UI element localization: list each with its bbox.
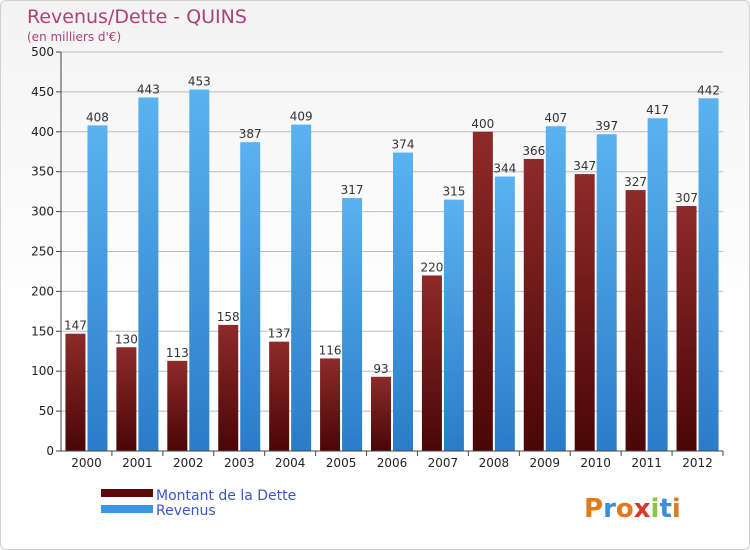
revenus-bar-value-label: 317 (341, 183, 364, 197)
logo-letter: P (584, 494, 603, 524)
revenus-bar (393, 152, 413, 451)
revenus-bar-value-label: 453 (188, 75, 211, 89)
debt-bar (523, 158, 544, 451)
x-tick-label: 2011 (631, 456, 662, 470)
logo-letter: x (634, 494, 651, 524)
debt-bar-value-label: 158 (217, 310, 240, 324)
revenus-bar (545, 126, 566, 452)
revenus-bar-value-label: 442 (697, 83, 720, 97)
bars: 147 408 130 443 113 453 158 387 137 409 116 317 93 37… (64, 75, 720, 452)
proxiti-logo: Proxiti (584, 494, 681, 524)
x-tick-label: 2004 (275, 456, 306, 470)
y-tick-label: 250 (31, 245, 54, 259)
debt-bar-value-label: 307 (675, 191, 698, 205)
debt-bar-value-label: 147 (64, 319, 87, 333)
debt-bar-value-label: 400 (471, 117, 494, 131)
revenus-bar-value-label: 374 (392, 138, 415, 152)
legend-swatch-revenus (101, 505, 153, 513)
debt-bar-value-label: 113 (166, 346, 189, 360)
debt-bar (371, 376, 391, 451)
revenus-bar-value-label: 443 (137, 82, 160, 96)
revenus-bar-value-label: 397 (595, 119, 618, 133)
chart-subtitle: (en milliers d'€) (27, 30, 121, 44)
debt-bar-value-label: 220 (420, 260, 443, 274)
debt-bar (269, 341, 290, 451)
revenus-bar (138, 97, 159, 452)
debt-bar (218, 324, 239, 451)
x-tick-label: 2002 (173, 456, 204, 470)
debt-bar (320, 358, 341, 451)
logo-letter: t (659, 494, 671, 524)
revenus-bar (342, 198, 363, 451)
y-tick-label: 150 (31, 324, 54, 338)
debt-bar-value-label: 327 (624, 175, 647, 189)
revenus-bar-value-label: 417 (646, 103, 669, 117)
debt-bar (625, 190, 646, 451)
revenus-bar (698, 98, 719, 451)
revenus-bar (291, 124, 312, 452)
debt-bar-value-label: 347 (573, 159, 596, 173)
debt-bar (472, 131, 493, 452)
legend-label-debt: Montant de la Dette (156, 488, 296, 504)
debt-bar-value-label: 116 (319, 343, 342, 357)
debt-bar (676, 206, 697, 451)
y-tick-label: 50 (39, 404, 54, 418)
debt-bar (167, 360, 188, 451)
y-tick-label: 350 (31, 165, 54, 179)
x-tick-label: 2003 (224, 456, 255, 470)
x-tick-label: 2008 (479, 456, 510, 470)
revenus-bar-value-label: 409 (290, 110, 313, 124)
debt-bar (574, 174, 595, 451)
x-tick-label: 2012 (682, 456, 713, 470)
debt-bar (116, 347, 137, 451)
logo-letter: o (616, 494, 634, 524)
x-tick-label: 2009 (529, 456, 560, 470)
debt-bar-value-label: 366 (522, 144, 545, 158)
y-tick-label: 400 (31, 125, 54, 139)
x-tick-label: 2005 (326, 456, 357, 470)
revenus-bar (443, 199, 464, 451)
x-tick-label: 2010 (580, 456, 611, 470)
x-tick-label: 2007 (428, 456, 459, 470)
chart-title: Revenus/Dette - QUINS (27, 6, 247, 28)
revenus-bar-value-label: 387 (239, 127, 262, 141)
revenus-bar (494, 176, 515, 451)
revenus-bar (647, 118, 668, 451)
axes: 0 50 100 150 200 250 300 350 400 450 500 2000 2001 20… (31, 45, 724, 470)
revenus-bar (87, 125, 108, 451)
debt-bar (65, 333, 86, 451)
legend-swatch-debt (101, 489, 153, 497)
y-tick-label: 300 (31, 205, 54, 219)
revenus-bar (596, 134, 617, 451)
y-tick-label: 0 (46, 444, 54, 458)
revenus-bar (240, 142, 261, 451)
logo-letter: r (603, 494, 616, 524)
debt-bar-value-label: 93 (373, 362, 388, 376)
gridlines (61, 51, 723, 412)
debt-bar (421, 275, 442, 451)
logo-letter: i (651, 494, 660, 524)
revenus-bar-value-label: 344 (493, 161, 516, 175)
debt-bar-value-label: 130 (115, 332, 138, 346)
legend: Montant de la Dette Revenus (101, 488, 296, 519)
revenus-bar-value-label: 315 (442, 185, 465, 199)
x-tick-label: 2001 (122, 456, 153, 470)
legend-label-revenus: Revenus (156, 503, 216, 519)
y-tick-label: 100 (31, 364, 54, 378)
debt-bar-value-label: 137 (268, 327, 291, 341)
y-tick-label: 200 (31, 284, 54, 298)
x-tick-label: 2006 (377, 456, 408, 470)
y-tick-label: 450 (31, 85, 54, 99)
revenus-bar (189, 89, 210, 452)
x-tick-label: 2000 (71, 456, 102, 470)
revenus-bar-value-label: 407 (544, 111, 567, 125)
revenus-bar-value-label: 408 (86, 110, 109, 124)
logo-letter: i (672, 494, 681, 524)
y-tick-label: 500 (31, 45, 54, 59)
